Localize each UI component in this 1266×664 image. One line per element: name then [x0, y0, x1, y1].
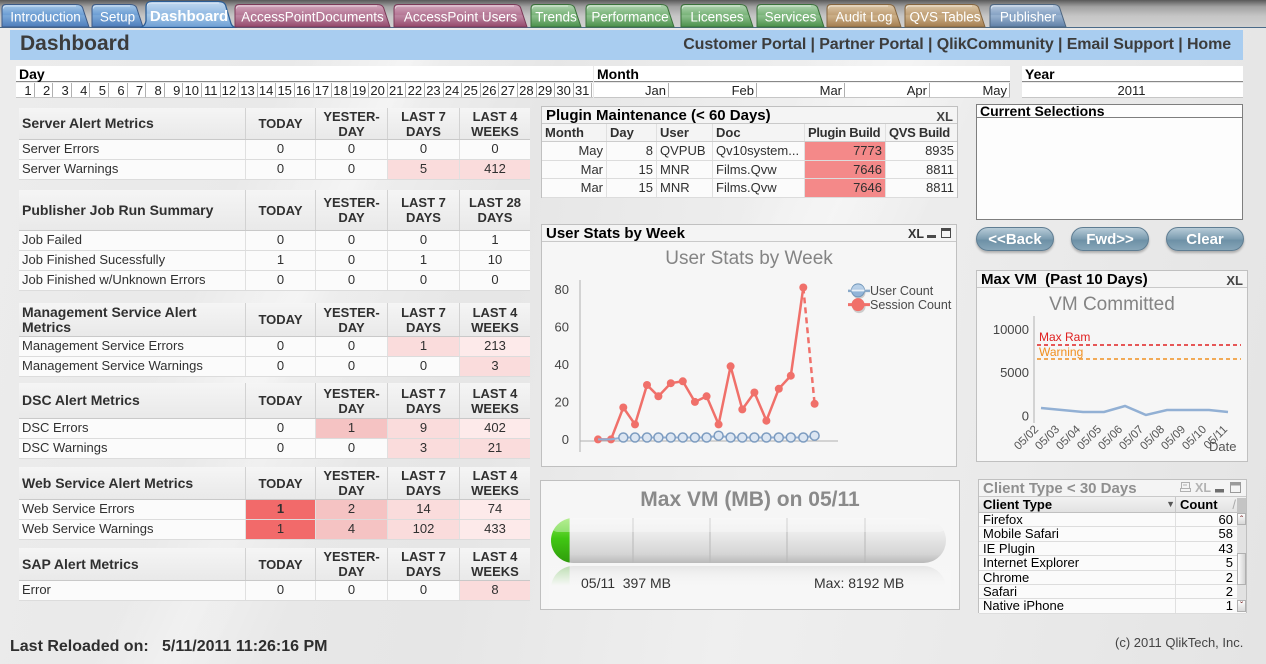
svg-text:5000: 5000: [1000, 365, 1029, 380]
svg-text:Date: Date: [1209, 439, 1236, 454]
svg-text:80: 80: [555, 282, 569, 297]
svg-text:20: 20: [555, 395, 569, 410]
svg-text:Services: Services: [765, 10, 817, 25]
svg-text:Warning: Warning: [1039, 345, 1083, 359]
svg-text:AccessPoint Users: AccessPoint Users: [404, 10, 518, 25]
svg-text:Max Ram: Max Ram: [1039, 330, 1090, 344]
svg-text:Audit Log: Audit Log: [835, 10, 892, 25]
svg-text:XL: XL: [908, 227, 924, 240]
svg-text:Max: 8192 MB: Max: 8192 MB: [814, 575, 904, 591]
svg-text:Session Count: Session Count: [870, 298, 952, 312]
svg-text:05/11 397 MB: 05/11 397 MB: [581, 575, 671, 591]
svg-text:0: 0: [562, 432, 569, 447]
svg-text:10000: 10000: [993, 322, 1029, 337]
svg-text:User Count: User Count: [870, 284, 934, 298]
svg-text:0: 0: [1022, 408, 1029, 423]
svg-text:60: 60: [555, 320, 569, 335]
svg-text:05/10: 05/10: [1180, 424, 1209, 453]
svg-text:Setup: Setup: [100, 10, 135, 25]
svg-text:40: 40: [555, 357, 569, 372]
svg-text:XL: XL: [1195, 481, 1211, 495]
svg-text:Introduction: Introduction: [10, 10, 81, 25]
svg-text:Publisher: Publisher: [1000, 10, 1057, 25]
svg-text:Trends: Trends: [535, 10, 577, 25]
svg-text:Performance: Performance: [591, 10, 668, 25]
svg-text:AccessPointDocuments: AccessPointDocuments: [241, 10, 384, 25]
svg-text:Dashboard: Dashboard: [150, 8, 228, 25]
svg-text:QVS Tables: QVS Tables: [909, 10, 980, 25]
svg-text:Licenses: Licenses: [690, 10, 744, 25]
